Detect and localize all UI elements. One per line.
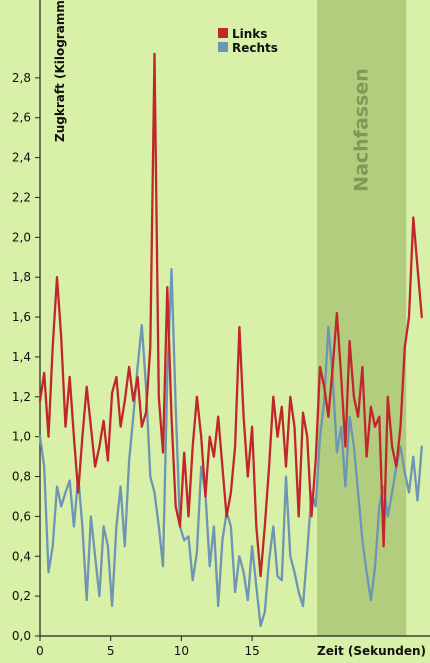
y-tick-label: 2,0 <box>12 230 31 244</box>
x-tick-label: 10 <box>174 644 189 658</box>
y-tick-label: 0,6 <box>12 509 31 523</box>
y-tick-label: 2,4 <box>12 151 31 165</box>
legend-swatch-links <box>218 28 228 38</box>
y-tick-label: 1,6 <box>12 310 31 324</box>
series-line-links <box>38 52 423 578</box>
x-tick-label: 0 <box>36 644 44 658</box>
y-axis-title: Zugkraft (Kilogramm) <box>53 0 67 142</box>
y-tick-label: 2,2 <box>12 190 31 204</box>
legend-swatch-rechts <box>218 42 228 52</box>
y-tick-label: 0,4 <box>12 549 31 563</box>
x-tick-label: 15 <box>244 644 259 658</box>
y-tick-label: 1,2 <box>12 390 31 404</box>
y-tick-label: 0,0 <box>12 629 31 643</box>
y-tick-label: 2,6 <box>12 111 31 125</box>
legend-label-rechts: Rechts <box>232 41 278 55</box>
y-tick-label: 0,2 <box>12 589 31 603</box>
legend-label-links: Links <box>232 27 267 41</box>
y-tick-label: 1,4 <box>12 350 31 364</box>
series-layer <box>38 52 423 628</box>
y-tick-label: 2,8 <box>12 71 31 85</box>
nachfassen-label: Nachfassen <box>351 68 373 192</box>
legend: Links Rechts <box>218 27 278 55</box>
x-axis-ticks: 0 5 10 15 <box>36 636 260 658</box>
y-tick-label: 1,8 <box>12 270 31 284</box>
y-tick-label: 1,0 <box>12 430 31 444</box>
y-tick-label: 0,8 <box>12 470 31 484</box>
y-axis-ticks: 0,0 0,2 0,4 0,6 0,8 1,0 1,2 1,4 1,6 1,8 2,0 2,2 2,4 2… <box>12 71 40 643</box>
x-tick-label: 5 <box>107 644 115 658</box>
series-line-rechts <box>38 268 423 628</box>
x-axis-title: Zeit (Sekunden) <box>317 644 426 658</box>
